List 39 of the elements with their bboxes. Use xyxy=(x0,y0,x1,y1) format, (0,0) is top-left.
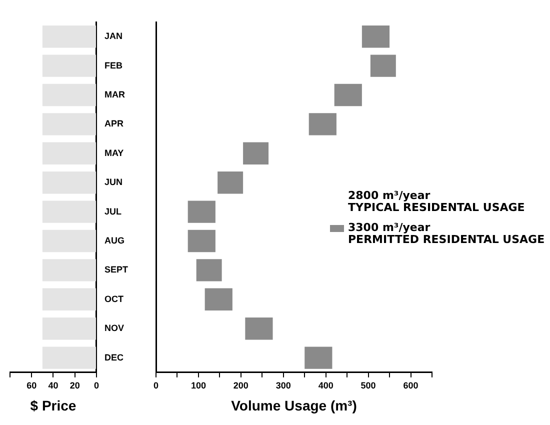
x-tick-label: 0 xyxy=(94,380,99,390)
x-tick-label: 0 xyxy=(153,380,159,390)
x-tick-label: 60 xyxy=(26,380,37,390)
y-tick-label: FEB xyxy=(104,60,123,70)
x-tick-label: 200 xyxy=(233,380,248,390)
bar xyxy=(362,26,390,48)
legend-label: 3300 m³/year PERMITTED RESIDENTAL USAGE xyxy=(348,221,545,246)
bar xyxy=(188,230,216,252)
y-tick-label: AUG xyxy=(104,235,124,246)
y-tick-label: SEPT xyxy=(104,264,128,275)
x-tick-label: 400 xyxy=(318,380,334,390)
x-axis-title: Volume Usage (m³) xyxy=(231,397,357,414)
bar xyxy=(243,142,269,164)
bar xyxy=(245,318,273,340)
y-tick-label: NOV xyxy=(104,323,124,334)
x-tick-label: 100 xyxy=(190,380,206,390)
bar xyxy=(334,84,362,106)
x-tick-label: 300 xyxy=(276,380,291,390)
bar xyxy=(304,346,332,369)
y-tick-label: OCT xyxy=(104,294,124,304)
bar xyxy=(204,288,232,310)
y-tick-label: JAN xyxy=(104,31,123,42)
x-tick-label: 600 xyxy=(403,380,418,390)
bar xyxy=(188,200,216,223)
y-tick-label: JUN xyxy=(104,177,123,188)
y-tick-label: MAY xyxy=(104,148,124,158)
bar xyxy=(370,54,396,77)
x-axis-title: $ Price xyxy=(30,397,76,414)
x-tick-label: 500 xyxy=(360,380,376,390)
y-tick-label: JUL xyxy=(104,206,122,216)
bar xyxy=(218,172,244,194)
bar xyxy=(196,259,222,282)
y-tick-label: DEC xyxy=(104,352,124,362)
bar xyxy=(308,113,336,136)
x-tick-label: 20 xyxy=(70,380,80,390)
x-tick-label: 40 xyxy=(48,380,58,390)
y-tick-label: MAR xyxy=(104,89,126,100)
y-tick-label: APR xyxy=(104,118,124,129)
annotation: 2800 m³/year TYPICAL RESIDENTAL USAGE xyxy=(348,189,526,214)
